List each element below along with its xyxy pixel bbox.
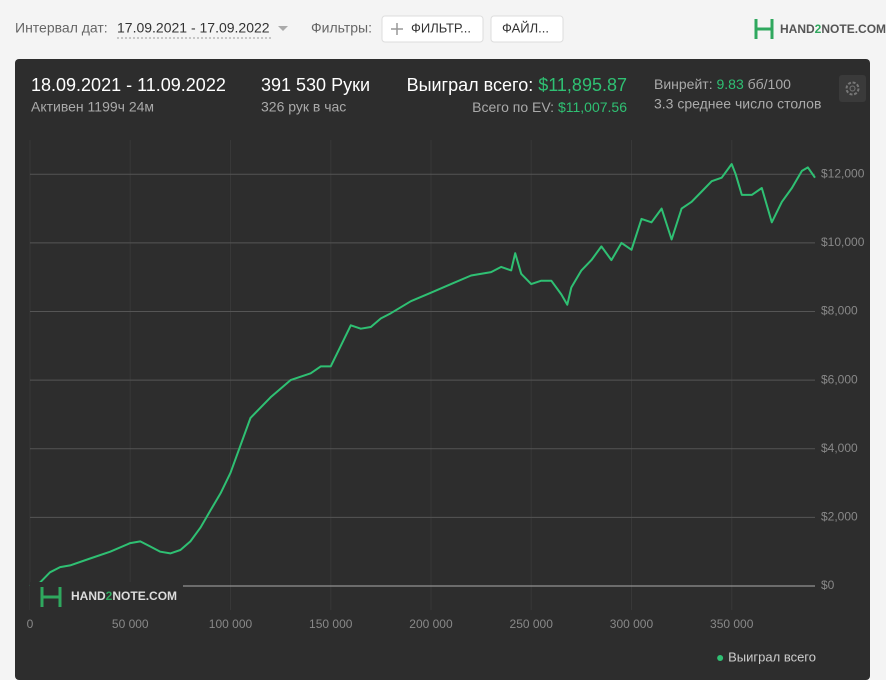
watermark-text: HAND2NOTE.COM <box>71 589 177 603</box>
logo-icon <box>754 19 774 39</box>
won-value: $11,895.87 <box>538 75 627 95</box>
x-tick-label: 0 <box>27 617 34 631</box>
active-time: Активен 1199ч 24м <box>31 99 154 115</box>
watermark: HAND2NOTE.COM <box>30 582 183 612</box>
winrate: Винрейт: 9.83 бб/100 <box>654 76 791 92</box>
button-bg[interactable] <box>490 15 564 43</box>
logo-part: HAND <box>780 22 815 36</box>
button-text[interactable]: ФИЛЬТР... <box>411 20 471 35</box>
ev-value: $11,007.56 <box>558 99 627 115</box>
ev-label: Всего по EV: <box>472 99 554 115</box>
x-tick-label: 300 000 <box>610 617 654 631</box>
winrate-label: Винрейт: <box>654 76 713 92</box>
won-total: Выиграл всего: $11,895.87 <box>407 75 627 95</box>
line <box>29 163 816 587</box>
tables: 3.3 среднее число столов <box>654 96 821 112</box>
legend-label: Выиграл всего <box>728 649 816 664</box>
y-tick-label: $2,000 <box>821 510 858 524</box>
won-label: Выиграл всего: <box>407 75 534 95</box>
y-tick-label: $6,000 <box>821 372 858 386</box>
period: 18.09.2021 - 11.09.2022 <box>31 75 226 95</box>
caret <box>278 26 288 31</box>
button-bg[interactable] <box>381 15 484 43</box>
legend-marker <box>717 655 724 661</box>
button-text[interactable]: ФАЙЛ... <box>502 20 549 35</box>
date-dropdown[interactable]: 17.09.2021 - 17.09.2022 <box>117 20 288 39</box>
x-tick-label: 250 000 <box>510 617 554 631</box>
hands: 391 530 Руки <box>261 75 370 95</box>
gear-center <box>849 85 856 92</box>
date-label: Интервал дат: <box>15 20 108 36</box>
ev-total: Всего по EV: $11,007.56 <box>472 99 627 115</box>
filters-label: Фильтры: <box>311 20 372 36</box>
watermark-part: 2 <box>106 589 113 603</box>
gear-icon <box>845 81 860 96</box>
x-tick-label: 50 000 <box>112 617 149 631</box>
y-tick-label: $8,000 <box>821 304 858 318</box>
filter-button[interactable]: ФИЛЬТР... <box>381 15 484 43</box>
hands-per-hour: 326 рук в час <box>261 99 346 115</box>
settings-bg[interactable] <box>839 75 866 102</box>
plus-icon <box>391 23 403 35</box>
winrate-value: 9.83 <box>716 76 743 92</box>
watermark-part: HAND <box>71 589 106 603</box>
logo-text: HAND2NOTE.COM <box>780 22 886 36</box>
y-tick-label: $0 <box>821 578 835 592</box>
settings-button[interactable] <box>839 75 866 102</box>
y-tick-label: $12,000 <box>821 166 865 180</box>
logo: HAND2NOTE.COM <box>754 19 886 39</box>
winrate-unit: бб/100 <box>748 76 791 92</box>
plot: 0 50 000 100 000 150 000 200 000 250 000 300 0… <box>27 140 865 631</box>
x-tick-label: 150 000 <box>309 617 353 631</box>
date-range[interactable]: 17.09.2021 - 17.09.2022 <box>117 20 270 36</box>
x-tick-label: 200 000 <box>409 617 453 631</box>
y-tick-label: $10,000 <box>821 235 865 249</box>
y-tick-label: $4,000 <box>821 441 858 455</box>
watermark-icon <box>40 587 62 607</box>
x-tick-label: 100 000 <box>209 617 253 631</box>
logo-part: 2 <box>815 22 822 36</box>
watermark-part: NOTE.COM <box>112 589 177 603</box>
x-tick-label: 350 000 <box>710 617 754 631</box>
file-button[interactable]: ФАЙЛ... <box>490 15 564 43</box>
logo-part: NOTE.COM <box>821 22 886 36</box>
